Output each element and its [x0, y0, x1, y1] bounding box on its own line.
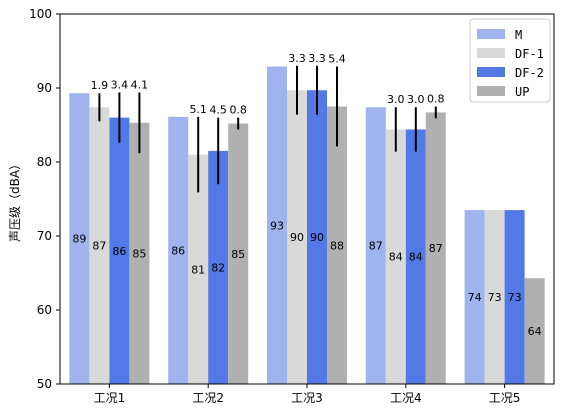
- data-label: 90: [310, 231, 324, 244]
- x-tick-label: 工况4: [390, 391, 422, 405]
- bar-df-2-2: [208, 150, 229, 384]
- y-tick-label: 90: [37, 81, 52, 95]
- data-label: 88: [330, 239, 344, 252]
- bar-df-2-1: [109, 117, 130, 384]
- data-label: 73: [508, 291, 522, 304]
- x-tick-label: 工况2: [192, 391, 224, 405]
- legend-swatch: [477, 48, 505, 58]
- legend-box: [469, 18, 551, 103]
- error-label: 4.5: [209, 104, 227, 117]
- bar-df-2-5: [504, 210, 525, 384]
- data-label: 73: [488, 291, 502, 304]
- data-label: 74: [468, 291, 482, 304]
- bar-df-1-5: [484, 210, 505, 384]
- data-label: 84: [389, 251, 403, 264]
- data-label: 86: [171, 244, 185, 257]
- error-bars-layer: [98, 65, 437, 193]
- data-label: 85: [132, 247, 146, 260]
- bar-df-2-4: [405, 129, 426, 384]
- legend-label: M: [515, 28, 522, 42]
- data-labels-layer: 89 87 1.9 86 3.4 85 4.1 86 81 5.1 82 4.5 85 0.8 93 90 3.…: [72, 52, 541, 338]
- data-label: 90: [290, 231, 304, 244]
- legend: M DF-1 DF-2 UP: [469, 18, 551, 103]
- error-label: 3.3: [308, 52, 326, 65]
- legend-label: DF-1: [515, 47, 544, 61]
- data-label: 82: [211, 261, 225, 274]
- bar-m-2: [168, 116, 189, 385]
- bar-up-5: [524, 278, 545, 384]
- legend-swatch: [477, 29, 505, 39]
- bar-df-1-4: [385, 129, 406, 384]
- data-label: 64: [528, 325, 542, 338]
- x-tick-label: 工况3: [291, 391, 323, 405]
- error-label: 5.1: [189, 103, 207, 116]
- y-tick-label: 80: [37, 155, 52, 169]
- error-label: 0.8: [427, 93, 445, 106]
- error-label: 5.4: [328, 53, 346, 66]
- data-label: 87: [369, 240, 383, 253]
- y-axis-label: 声压级（dBA）: [8, 158, 22, 242]
- legend-swatch: [477, 86, 505, 96]
- bar-m-3: [267, 66, 287, 384]
- bars-layer: [69, 66, 545, 385]
- y-tick-label: 60: [37, 303, 52, 317]
- legend-label: UP: [515, 85, 529, 99]
- data-label: 87: [429, 242, 443, 255]
- data-label: 87: [92, 240, 106, 253]
- bar-up-1: [129, 122, 150, 384]
- error-label: 3.4: [111, 78, 129, 91]
- error-label: 1.9: [91, 79, 109, 92]
- legend-swatch: [477, 67, 505, 77]
- data-label: 81: [191, 263, 205, 276]
- data-label: 89: [72, 233, 86, 246]
- y-tick-label: 50: [37, 377, 52, 391]
- bar-df-1-2: [188, 154, 209, 384]
- bar-up-4: [425, 112, 446, 385]
- bar-df-1-3: [287, 90, 307, 384]
- y-tick-label: 70: [37, 229, 52, 243]
- data-label: 84: [409, 251, 423, 264]
- data-label: 86: [112, 245, 126, 258]
- x-tick-label: 工况1: [94, 391, 126, 405]
- data-label: 93: [270, 219, 284, 232]
- bar-up-2: [228, 123, 249, 385]
- axes-layer: 50 60 70 80 90 100 工况1 工况2 工况3 工况4 工况5: [29, 7, 555, 405]
- bar-df-1-1: [89, 107, 110, 385]
- error-label: 3.0: [387, 93, 405, 106]
- bar-up-3: [327, 106, 347, 384]
- bar-m-5: [464, 210, 485, 384]
- bar-m-1: [69, 93, 90, 385]
- y-tick-label: 100: [29, 7, 52, 21]
- x-tick-label: 工况5: [489, 391, 521, 405]
- error-label: 0.8: [229, 104, 247, 117]
- error-label: 4.1: [131, 78, 149, 91]
- data-label: 85: [231, 248, 245, 261]
- legend-label: DF-2: [515, 66, 544, 80]
- error-label: 3.3: [288, 52, 306, 65]
- bar-m-4: [365, 107, 386, 385]
- bar-df-2-3: [307, 90, 327, 384]
- error-label: 3.0: [407, 93, 425, 106]
